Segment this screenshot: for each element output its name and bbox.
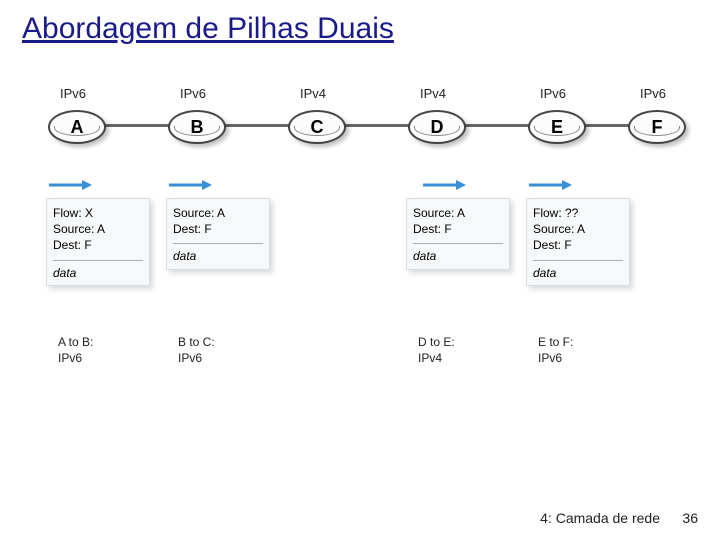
node-row: IPv6 A IPv6 B IPv4 C IPv4 D IPv6 E IPv6 F: [28, 80, 688, 160]
packet-data-line: data: [413, 248, 503, 264]
network-link: [100, 124, 170, 127]
network-link: [460, 124, 530, 127]
packet-box: Source: ADest: F data: [166, 198, 270, 270]
router-node: D: [408, 110, 466, 144]
packet-header-line: Dest: F: [533, 237, 623, 253]
page-title: Abordagem de Pilhas Duais: [22, 12, 394, 46]
segment-caption: E to F:IPv6: [538, 334, 573, 366]
page-number: 36: [682, 510, 698, 526]
packet-row: Flow: XSource: ADest: FdataSource: ADest…: [28, 178, 688, 328]
protocol-label: IPv6: [640, 86, 666, 101]
flow-arrow-icon: [528, 178, 572, 192]
packet-header-line: Flow: X: [53, 205, 143, 221]
packet-header-line: Dest: F: [53, 237, 143, 253]
packet-data-line: data: [53, 265, 143, 281]
packet-data-line: data: [533, 265, 623, 281]
protocol-label: IPv6: [540, 86, 566, 101]
flow-arrow-icon: [422, 178, 466, 192]
router-node: A: [48, 110, 106, 144]
network-link: [340, 124, 410, 127]
packet-header-line: Dest: F: [173, 221, 263, 237]
segment-caption: A to B:IPv6: [58, 334, 93, 366]
router-node: C: [288, 110, 346, 144]
packet-box: Flow: XSource: ADest: F data: [46, 198, 150, 286]
packet-header-line: Source: A: [173, 205, 263, 221]
network-link: [580, 124, 630, 127]
router-node: B: [168, 110, 226, 144]
packet-header-line: Source: A: [413, 205, 503, 221]
footer-text: 4: Camada de rede: [540, 510, 660, 526]
caption-row: A to B:IPv6 B to C:IPv6 D to E:IPv4 E to F:…: [28, 334, 688, 374]
packet-header-line: Source: A: [53, 221, 143, 237]
network-link: [220, 124, 290, 127]
protocol-label: IPv6: [180, 86, 206, 101]
packet-data-line: data: [173, 248, 263, 264]
packet-box: Source: ADest: F data: [406, 198, 510, 270]
protocol-label: IPv4: [300, 86, 326, 101]
segment-caption: D to E:IPv4: [418, 334, 455, 366]
segment-caption: B to C:IPv6: [178, 334, 215, 366]
flow-arrow-icon: [168, 178, 212, 192]
router-node: E: [528, 110, 586, 144]
packet-header-line: Dest: F: [413, 221, 503, 237]
dual-stack-diagram: IPv6AIPv6BIPv4CIPv4DIPv6EIPv6F Flow: XSo…: [28, 80, 688, 440]
packet-header-line: Flow: ??: [533, 205, 623, 221]
packet-box: Flow: ??Source: ADest: F data: [526, 198, 630, 286]
flow-arrow-icon: [48, 178, 92, 192]
protocol-label: IPv4: [420, 86, 446, 101]
router-node: F: [628, 110, 686, 144]
packet-header-line: Source: A: [533, 221, 623, 237]
protocol-label: IPv6: [60, 86, 86, 101]
